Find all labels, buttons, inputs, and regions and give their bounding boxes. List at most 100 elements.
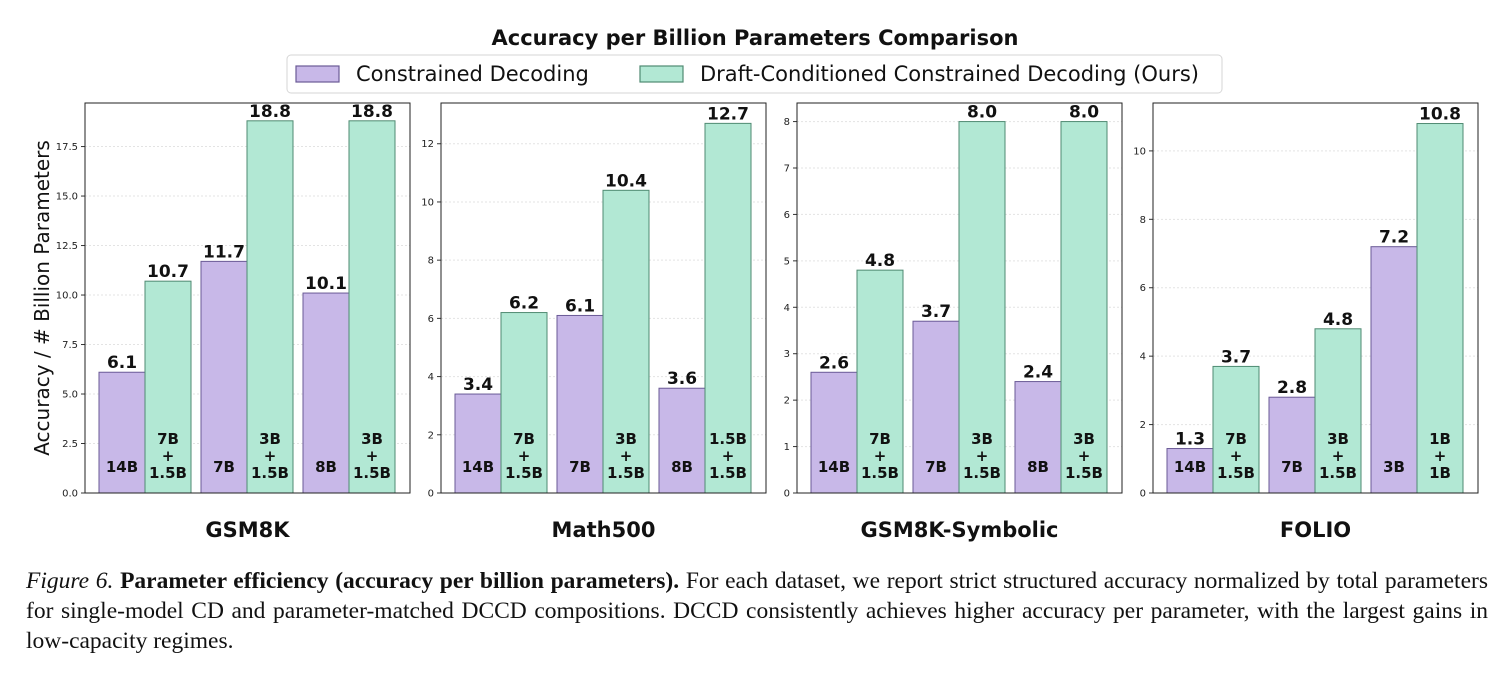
bar-size-label: 3B [615,430,637,448]
legend-label-constrained-decoding: Constrained Decoding [356,62,589,86]
y-tick-label: 8 [428,256,434,267]
bar-size-label: 3B [361,430,383,448]
chart-figure: Accuracy per Billion Parameters Comparis… [30,26,1479,542]
bar-value-label: 6.1 [107,353,137,373]
bar-value-label: 2.8 [1277,378,1307,398]
y-tick-label: 2 [784,396,790,407]
bar-size-label: 7B [1281,458,1303,476]
bar-size-label: + [162,447,175,465]
bar-value-label: 3.7 [921,302,951,322]
bar-size-label: 1.5B [861,464,899,482]
bar-constrained-decoding [454,393,502,494]
y-axis-label: Accuracy / # Billion Parameters [30,140,54,456]
bar-value-label: 1.3 [1175,430,1205,450]
bar-size-label: 7B [569,458,591,476]
bar-constrained-decoding [98,371,146,494]
bar-dccd [1314,328,1362,494]
bar-size-label: 3B [1327,430,1349,448]
bar-constrained-decoding [1166,448,1214,494]
bar-size-label: 7B [1225,430,1247,448]
caption-title: Parameter efficiency (accuracy per billi… [120,568,680,594]
bar-size-label: + [976,447,989,465]
bar-size-label: 3B [1073,430,1095,448]
bar-size-label: 3B [971,430,993,448]
bar-dccd [958,121,1006,494]
bar-value-label: 18.8 [351,102,393,122]
bar-size-label: + [722,447,735,465]
panel-folio: 02468101.314B3.77B+1.5B2.87B4.83B+1.5B7.… [1133,102,1479,542]
bar-size-label: 14B [462,458,494,476]
bar-dccd [500,312,548,494]
bar-size-label: 8B [671,458,693,476]
bar-size-label: + [1332,447,1345,465]
bar-size-label: 1B [1429,464,1451,482]
panel-math500: 0246810123.414B6.27B+1.5B6.17B10.43B+1.5… [421,102,767,542]
bar-value-label: 2.4 [1023,363,1053,383]
y-tick-label: 10 [421,197,434,208]
legend-frame [286,54,1223,94]
bar-value-label: 8.0 [967,103,997,123]
bar-value-label: 18.8 [249,102,291,122]
bar-value-label: 10.8 [1419,105,1461,125]
bar-size-label: 1.5B [1065,464,1103,482]
y-tick-label: 6 [784,210,790,221]
bar-dccd [704,122,752,494]
bar-size-label: 8B [315,458,337,476]
bar-size-label: + [1078,447,1091,465]
bar-size-label: 1B [1429,430,1451,448]
bar-value-label: 2.6 [819,353,849,373]
bar-constrained-decoding [912,320,960,494]
bar-constrained-decoding [658,387,706,494]
bar-value-label: 10.4 [605,171,647,191]
bar-size-label: + [366,447,379,465]
y-tick-label: 6 [428,314,434,325]
bar-size-label: 1.5B [607,464,645,482]
bar-value-label: 4.8 [865,251,895,271]
bar-value-label: 3.6 [667,369,697,389]
chart-title: Accuracy per Billion Parameters Comparis… [492,26,1019,50]
bar-size-label: 1.5B [251,464,289,482]
bar-dccd [1212,365,1260,494]
bar-value-label: 12.7 [707,104,749,124]
bar-dccd [1060,121,1108,494]
bar-value-label: 11.7 [203,242,245,262]
axes-frame [796,102,1123,494]
bar-value-label: 10.1 [305,274,347,294]
bar-dccd [348,120,396,494]
y-tick-label: 15.0 [56,192,78,203]
bar-size-label: 8B [1027,458,1049,476]
y-tick-label: 0 [428,489,434,500]
axes-frame [84,102,411,494]
bar-size-label: 1.5B [505,464,543,482]
legend-swatch-dccd [639,65,684,83]
y-tick-label: 12 [421,139,434,150]
dataset-label: FOLIO [1280,518,1351,542]
bar-size-label: 1.5B [149,464,187,482]
y-tick-label: 7 [784,164,790,175]
bar-size-label: 1.5B [709,430,747,448]
panel-gsm8k-symbolic: 0123456782.614B4.87B+1.5B3.77B8.03B+1.5B… [784,102,1123,542]
y-tick-label: 6 [1140,283,1146,294]
bar-value-label: 3.7 [1221,347,1251,367]
y-tick-label: 5.0 [62,390,78,401]
y-tick-label: 8 [784,117,790,128]
y-tick-label: 12.5 [56,241,78,252]
dataset-label: GSM8K-Symbolic [860,518,1058,542]
y-tick-label: 0 [1140,489,1146,500]
y-tick-label: 10.0 [56,291,78,302]
bar-size-label: 3B [259,430,281,448]
y-tick-label: 0 [784,489,790,500]
y-tick-label: 3 [784,349,790,360]
bar-value-label: 10.7 [147,262,189,282]
dataset-label: GSM8K [205,518,290,542]
bar-dccd [602,189,650,494]
bar-constrained-decoding [556,314,604,494]
bar-constrained-decoding [1014,381,1062,494]
bar-size-label: 1.5B [1319,464,1357,482]
bar-size-label: 7B [925,458,947,476]
bar-dccd [246,120,294,494]
bar-size-label: + [1230,447,1243,465]
panel-gsm8k: 0.0 2.5 5.0 7.5 10.0 12.5 15.0 17.5 6.1 14B 10.7 7B… [56,102,411,542]
bar-size-label: + [620,447,633,465]
bar-size-label: 14B [1174,458,1206,476]
